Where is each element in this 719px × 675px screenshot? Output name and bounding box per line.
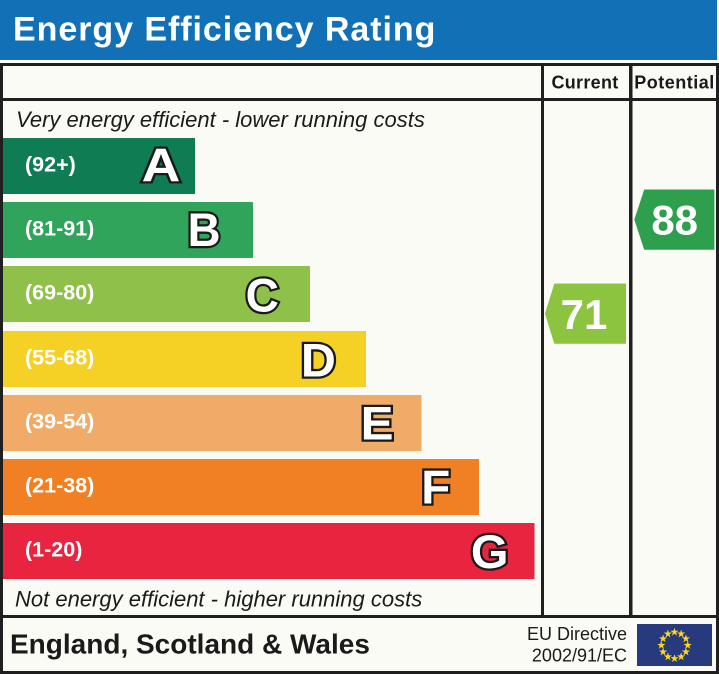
svg-text:(81-91): (81-91) <box>25 217 94 241</box>
svg-text:EU Directive: EU Directive <box>527 624 627 644</box>
svg-text:(21-38): (21-38) <box>25 474 94 498</box>
svg-text:Energy Efficiency Rating: Energy Efficiency Rating <box>13 11 436 49</box>
svg-text:Very energy efficient - lower: Very energy efficient - lower running co… <box>16 107 425 132</box>
svg-text:(1-20): (1-20) <box>25 538 82 562</box>
svg-text:(55-68): (55-68) <box>25 346 94 370</box>
svg-text:(39-54): (39-54) <box>25 410 94 434</box>
svg-text:C: C <box>246 269 279 322</box>
svg-text:G: G <box>471 527 509 579</box>
svg-text:Potential: Potential <box>634 73 715 93</box>
svg-text:88: 88 <box>651 196 698 243</box>
svg-text:Not energy efficient - higher: Not energy efficient - higher running co… <box>15 587 422 612</box>
svg-text:(92+): (92+) <box>25 153 76 177</box>
svg-text:2002/91/EC: 2002/91/EC <box>532 646 627 666</box>
svg-text:B: B <box>188 203 221 256</box>
svg-text:71: 71 <box>561 291 608 338</box>
svg-text:(69-80): (69-80) <box>25 281 94 305</box>
svg-text:F: F <box>421 462 450 515</box>
svg-text:Current: Current <box>551 73 618 93</box>
svg-text:England, Scotland & Wales: England, Scotland & Wales <box>10 629 370 660</box>
svg-text:D: D <box>301 335 336 387</box>
svg-text:A: A <box>142 139 181 192</box>
svg-text:E: E <box>361 398 394 451</box>
